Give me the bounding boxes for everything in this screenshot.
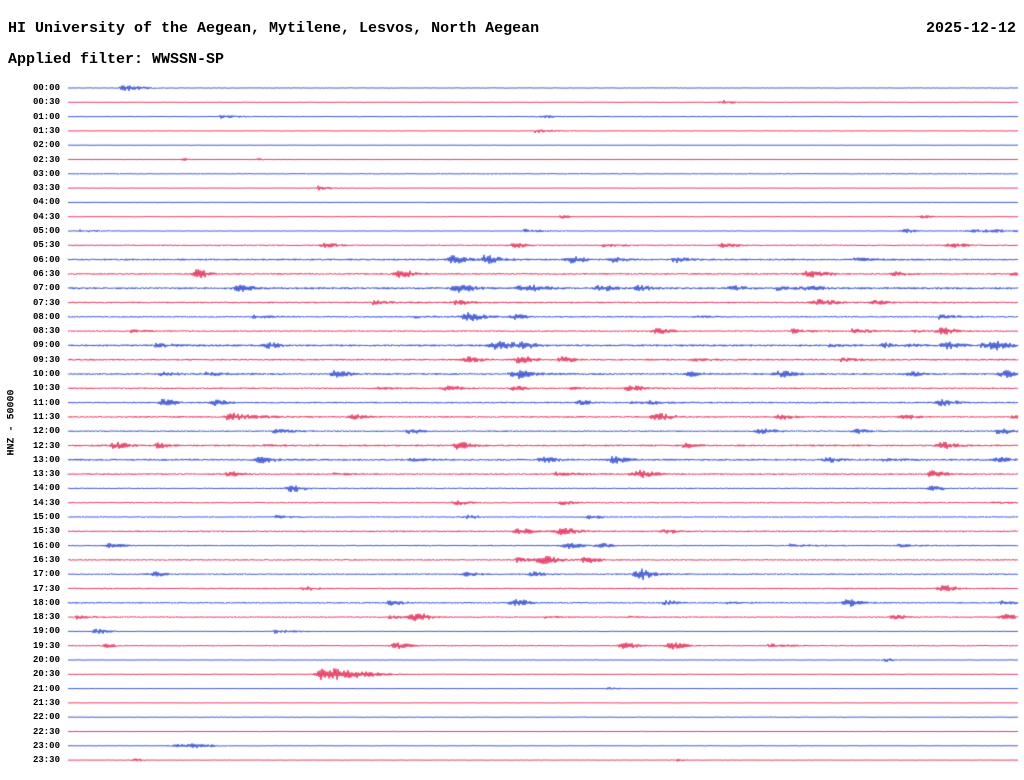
header: HI University of the Aegean, Mytilene, L… bbox=[8, 20, 1016, 37]
time-label: 01:00 bbox=[32, 111, 60, 122]
time-label: 12:00 bbox=[32, 426, 60, 437]
time-label: 10:00 bbox=[32, 369, 60, 379]
time-label: 06:00 bbox=[32, 254, 60, 265]
time-label: 16:30 bbox=[32, 554, 60, 565]
time-label: 23:30 bbox=[32, 755, 60, 766]
time-label: 10:30 bbox=[32, 383, 60, 394]
station-title: HI University of the Aegean, Mytilene, L… bbox=[8, 20, 540, 37]
time-label: 22:00 bbox=[32, 712, 60, 723]
time-label: 09:30 bbox=[32, 354, 60, 365]
time-label: 11:30 bbox=[32, 411, 60, 422]
time-label: 04:30 bbox=[32, 211, 60, 222]
time-label: 20:00 bbox=[32, 655, 60, 665]
time-label: 16:00 bbox=[32, 540, 60, 551]
time-label: 00:30 bbox=[32, 97, 60, 108]
time-label: 01:30 bbox=[32, 125, 60, 136]
time-label: 15:00 bbox=[32, 512, 60, 522]
time-label: 04:00 bbox=[32, 197, 60, 208]
time-label: 07:30 bbox=[32, 297, 60, 308]
time-label: 15:30 bbox=[32, 526, 60, 537]
time-label: 17:00 bbox=[32, 569, 60, 580]
time-label: 06:30 bbox=[32, 268, 60, 279]
filter-label: Applied filter: WWSSN-SP bbox=[8, 51, 225, 68]
time-label: 17:30 bbox=[32, 583, 60, 594]
channel-scale-label: HNZ - 50000 bbox=[6, 389, 18, 456]
time-label: 02:00 bbox=[32, 140, 60, 151]
time-label: 07:00 bbox=[32, 283, 60, 294]
time-label: 22:30 bbox=[32, 726, 60, 737]
time-label: 00:00 bbox=[32, 83, 60, 93]
time-label: 05:30 bbox=[32, 240, 60, 251]
time-label: 08:30 bbox=[32, 326, 60, 337]
time-label: 20:30 bbox=[32, 669, 60, 680]
time-label: 19:00 bbox=[32, 626, 60, 637]
time-label: 21:00 bbox=[32, 683, 60, 694]
time-label: 08:00 bbox=[32, 311, 60, 322]
time-label: 23:00 bbox=[32, 740, 60, 751]
time-label: 02:30 bbox=[32, 154, 60, 165]
time-label: 13:00 bbox=[32, 454, 60, 465]
time-label: 19:30 bbox=[32, 640, 60, 651]
time-label: 18:30 bbox=[32, 612, 60, 623]
time-label: 03:30 bbox=[32, 183, 60, 194]
time-label: 18:00 bbox=[32, 597, 60, 608]
time-label: 21:30 bbox=[32, 697, 60, 708]
time-label: 12:30 bbox=[32, 440, 60, 451]
time-label: 14:30 bbox=[32, 497, 60, 508]
time-label: 13:30 bbox=[32, 469, 60, 480]
time-label: 09:00 bbox=[32, 340, 60, 351]
time-label: 11:00 bbox=[32, 397, 60, 408]
time-label: 05:00 bbox=[32, 226, 60, 236]
time-label: 14:00 bbox=[32, 483, 60, 494]
time-label: 03:00 bbox=[32, 168, 60, 179]
date-label: 2025-12-12 bbox=[925, 20, 1016, 37]
